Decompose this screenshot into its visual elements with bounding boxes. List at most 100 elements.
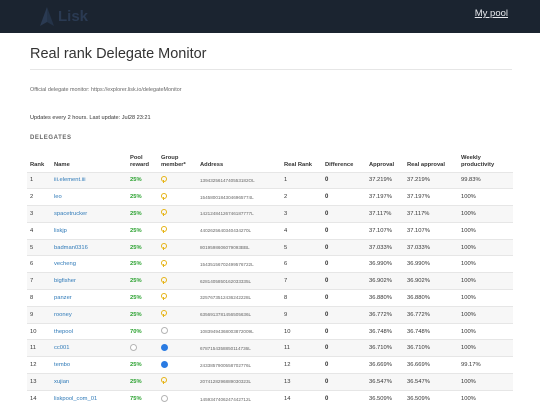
- table-row: 9 rooney 25% 6356913781456505636L 9 0 36.772% 3…: [27, 305, 513, 324]
- lisk-logo-icon[interactable]: [36, 6, 58, 28]
- cell-real-approval: 36.509%: [404, 389, 458, 407]
- column-header-pool-reward[interactable]: Pool reward: [130, 154, 150, 168]
- cell-real-rank: 9: [281, 305, 322, 324]
- cell-real-rank: 4: [281, 221, 322, 240]
- cell-rank: 4: [27, 221, 51, 240]
- section-label-delegates: DELEGATES: [30, 135, 72, 141]
- column-header-address[interactable]: Address: [200, 161, 224, 168]
- cell-group-member: [158, 322, 197, 340]
- cell-real-approval: 36.748%: [404, 322, 458, 340]
- cell-pool-reward: [127, 339, 158, 357]
- table-row: 7 bigfisher 25% 6281405850162033335L 7 0 36.90…: [27, 272, 513, 290]
- key-icon: [161, 226, 167, 234]
- delegate-name-link[interactable]: vecheng: [51, 255, 127, 273]
- page-title: Real rank Delegate Monitor: [30, 46, 207, 62]
- cell-pool-reward: 25%: [127, 255, 158, 273]
- filled-circle-icon: [161, 343, 168, 351]
- delegate-name-link[interactable]: liskpool_com_01: [51, 389, 127, 407]
- column-header-weekly-productivity[interactable]: Weekly productivity: [461, 154, 495, 168]
- cell-rank: 3: [27, 205, 51, 223]
- cell-real-approval: 37.219%: [404, 171, 458, 189]
- cell-pool-reward: 25%: [127, 171, 158, 189]
- cell-difference: 0: [322, 171, 366, 189]
- cell-rank: 7: [27, 272, 51, 290]
- cell-weekly-productivity: 100%: [458, 339, 513, 357]
- column-header-approval[interactable]: Approval: [369, 161, 395, 168]
- column-header-real-approval[interactable]: Real approval: [407, 161, 446, 168]
- delegate-name-link[interactable]: cc001: [51, 339, 127, 357]
- delegate-name-link[interactable]: leo: [51, 188, 127, 206]
- cell-group-member: [158, 305, 197, 324]
- cell-difference: 0: [322, 289, 366, 307]
- cell-weekly-productivity: 100%: [458, 255, 513, 273]
- top-navbar: Lisk My pool: [0, 0, 540, 33]
- cell-rank: 1: [27, 171, 51, 189]
- cell-pool-reward: 25%: [127, 356, 158, 374]
- cell-real-rank: 1: [281, 171, 322, 189]
- cell-difference: 0: [322, 373, 366, 391]
- cell-address: 15435156702499576722L: [197, 255, 281, 273]
- cell-approval: 36.880%: [366, 289, 404, 307]
- table-row: 11 cc001 6787154358850114736L 11 0 36.710% 36.…: [27, 339, 513, 357]
- table-row: 14 liskpool_com_01 75% 1459347406247442712L…: [27, 389, 513, 407]
- delegate-name-link[interactable]: thepool: [51, 322, 127, 340]
- key-icon: [161, 276, 167, 284]
- cell-group-member: [158, 289, 197, 307]
- cell-approval: 36.902%: [366, 272, 404, 290]
- delegate-name-link[interactable]: bigfisher: [51, 272, 127, 290]
- cell-approval: 36.990%: [366, 255, 404, 273]
- cell-rank: 5: [27, 238, 51, 256]
- table-row: 10 thepool 70% 10839494368003872009L 10 0 36.7…: [27, 322, 513, 340]
- column-header-real-rank[interactable]: Real Rank: [284, 161, 313, 168]
- column-header-difference[interactable]: Difference: [325, 161, 354, 168]
- cell-approval: 37.219%: [366, 171, 404, 189]
- cell-rank: 13: [27, 373, 51, 391]
- delegate-name-link[interactable]: panzer: [51, 289, 127, 307]
- column-header-rank[interactable]: Rank: [30, 161, 45, 168]
- cell-real-approval: 36.669%: [404, 356, 458, 374]
- cell-address: 10839494368003872009L: [197, 322, 281, 340]
- cell-rank: 2: [27, 188, 51, 206]
- empty-circle-icon: [161, 394, 168, 402]
- cell-real-approval: 36.772%: [404, 305, 458, 324]
- delegate-name-link[interactable]: xujian: [51, 373, 127, 391]
- cell-weekly-productivity: 100%: [458, 188, 513, 206]
- cell-difference: 0: [322, 272, 366, 290]
- table-row: 1 iii.element.iii 25% 1394325614740553182OL…: [27, 171, 513, 189]
- cell-group-member: [158, 205, 197, 223]
- cell-difference: 0: [322, 339, 366, 357]
- cell-approval: 36.547%: [366, 373, 404, 391]
- logo-text[interactable]: Lisk: [58, 8, 89, 25]
- cell-pool-reward: 25%: [127, 238, 158, 256]
- cell-group-member: [158, 356, 197, 374]
- cell-rank: 12: [27, 356, 51, 374]
- cell-group-member: [158, 255, 197, 273]
- cell-rank: 11: [27, 339, 51, 357]
- official-monitor-text: Official delegate monitor: https://explo…: [30, 87, 182, 93]
- cell-address: 2074128296889030323L: [197, 373, 281, 391]
- delegate-name-link[interactable]: rooney: [51, 305, 127, 324]
- cell-pool-reward: 25%: [127, 272, 158, 290]
- cell-group-member: [158, 389, 197, 407]
- delegate-name-link[interactable]: badman0316: [51, 238, 127, 256]
- cell-weekly-productivity: 100%: [458, 272, 513, 290]
- table-row: 13 xujian 25% 2074128296889030323L 13 0 36.547…: [27, 373, 513, 391]
- key-icon: [161, 293, 167, 301]
- delegate-name-link[interactable]: spacetrucker: [51, 205, 127, 223]
- cell-approval: 36.748%: [366, 322, 404, 340]
- delegate-name-link[interactable]: iii.element.iii: [51, 171, 127, 189]
- cell-real-approval: 36.990%: [404, 255, 458, 273]
- cell-address: 1394325614740553182OL: [197, 171, 281, 189]
- cell-rank: 14: [27, 389, 51, 407]
- cell-pool-reward: 25%: [127, 188, 158, 206]
- cell-real-rank: 8: [281, 289, 322, 307]
- delegate-name-link[interactable]: tembo: [51, 356, 127, 374]
- column-header-group-member[interactable]: Group member*: [161, 154, 186, 168]
- delegate-name-link[interactable]: liskjp: [51, 221, 127, 240]
- cell-weekly-productivity: 100%: [458, 373, 513, 391]
- cell-approval: 37.197%: [366, 188, 404, 206]
- cell-real-rank: 6: [281, 255, 322, 273]
- my-pool-link[interactable]: My pool: [474, 8, 508, 19]
- table-row: 12 tembo 25% 2433857900558702776L 12 0 36.669%…: [27, 356, 513, 374]
- column-header-name[interactable]: Name: [54, 161, 70, 168]
